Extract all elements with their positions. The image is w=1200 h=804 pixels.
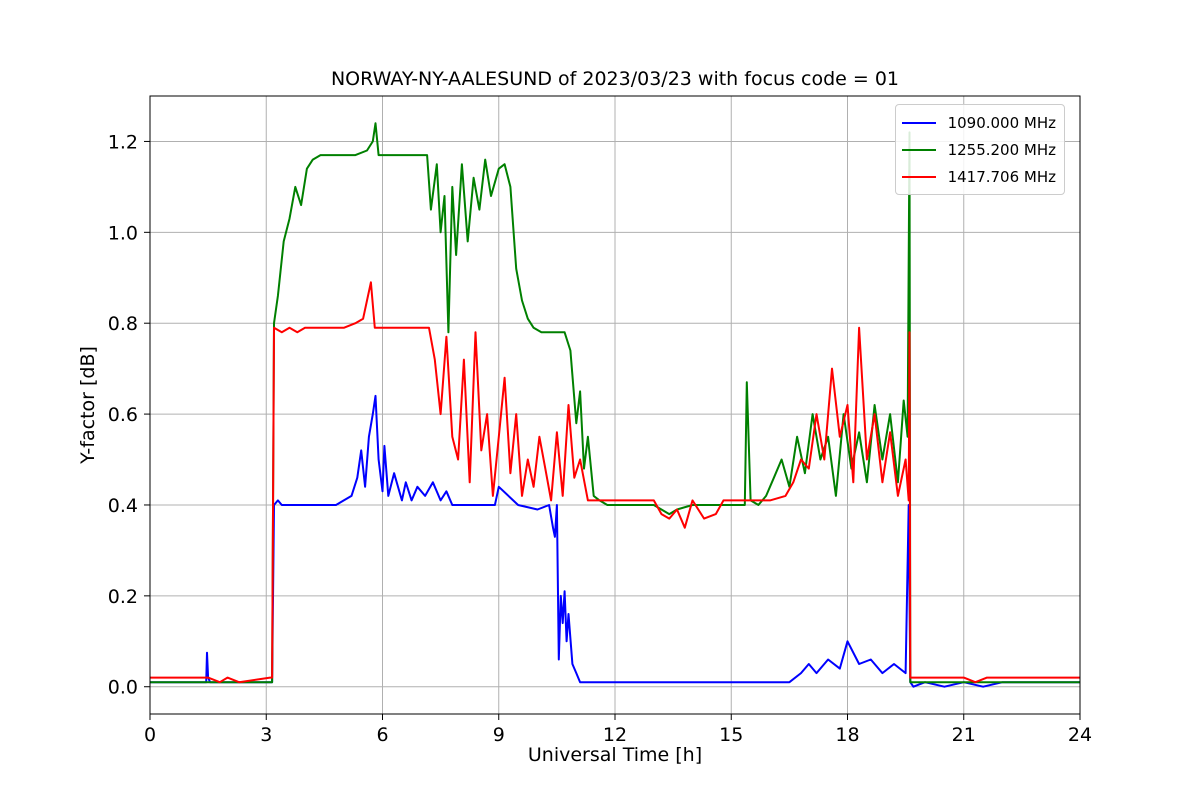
x-tick-label: 21 [952,724,976,746]
legend-label: 1255.200 MHz [947,140,1056,159]
x-tick-label: 9 [493,724,505,746]
x-tick-label: 3 [260,724,272,746]
legend-label: 1417.706 MHz [947,167,1056,186]
legend-swatch [901,121,936,124]
legend-item: 1417.706 MHz [901,163,1056,190]
series-line [150,394,1080,688]
x-tick-label: 0 [144,724,156,746]
legend-item: 1090.000 MHz [901,109,1056,136]
x-tick-label: 18 [835,724,859,746]
legend-swatch [901,148,936,151]
tick-layer: 0 3 6 9 12 15 18 21 24 0.0 0.2 0.4 0.6 0.8 1.0 1.2 [108,131,1092,746]
chart-title: NORWAY-NY-AALESUND of 2023/03/23 with fo… [330,68,900,90]
x-tick-label: 12 [603,724,627,746]
legend: 1090.000 MHz 1255.200 MHz 1417.706 MHz [894,104,1065,195]
series-line [150,281,1080,684]
legend-label: 1090.000 MHz [947,113,1056,132]
y-tick-label: 0.2 [108,586,138,608]
y-tick-label: 0.4 [108,495,138,517]
x-tick-label: 6 [376,724,388,746]
y-tick-label: 1.2 [108,131,138,153]
y-tick-label: 1.0 [108,222,138,244]
legend-swatch [901,175,936,178]
y-tick-label: 0.6 [108,404,138,426]
x-axis-label: Universal Time [h] [527,744,703,766]
y-tick-label: 0.0 [108,677,138,699]
series-line [150,122,1080,684]
y-tick-label: 0.8 [108,313,138,335]
x-tick-label: 24 [1068,724,1092,746]
series-layer [150,122,1080,688]
x-tick-label: 15 [719,724,743,746]
legend-item: 1255.200 MHz [901,136,1056,163]
y-axis-label: Y-factor [dB] [77,346,99,464]
